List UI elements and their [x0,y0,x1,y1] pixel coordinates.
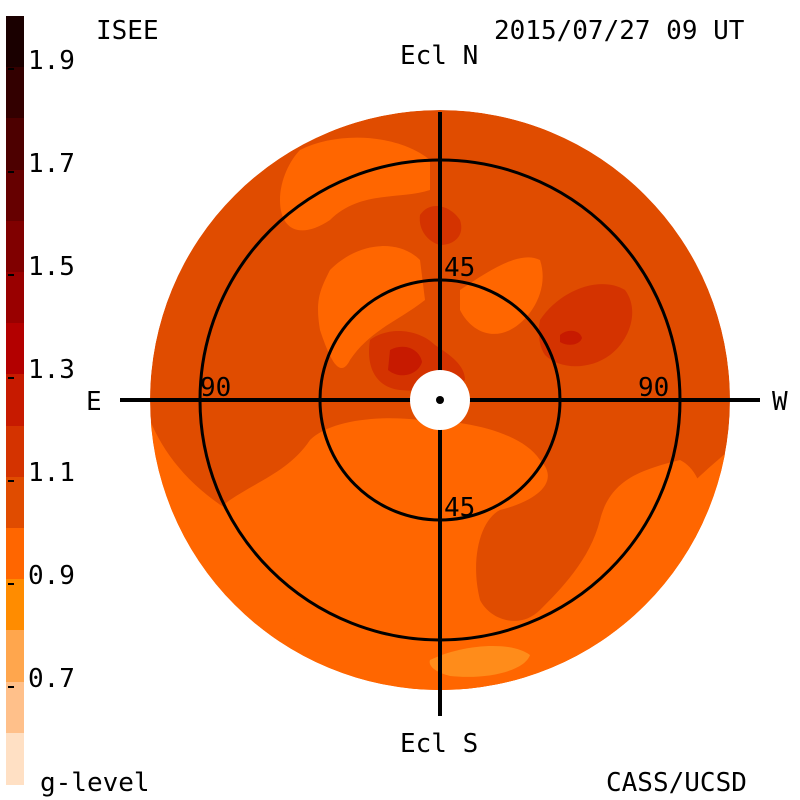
colorbar-tick [8,377,14,379]
map-disk [150,110,730,690]
colorbar-tick-label: 1.3 [28,355,75,385]
colorbar-segment [6,579,24,632]
label-45-top: 45 [444,253,475,283]
colorbar-tick [8,686,14,688]
sun-center-dot [436,396,444,404]
colorbar [6,16,24,785]
region-darker [560,330,582,345]
label-ecl-s: Ecl S [400,729,478,759]
label-90-left: 90 [200,373,231,403]
region-light [215,418,704,690]
colorbar-segment [6,118,24,171]
unit-label: g-level [40,768,150,798]
colorbar-tick-label: 0.7 [28,664,75,694]
colorbar-segment [6,323,24,376]
timestamp: 2015/07/27 09 UT [494,16,745,46]
colorbar-segment [6,425,24,478]
label-east: E [86,387,102,417]
colorbar-segment [6,630,24,683]
colorbar-tick-label: 0.9 [28,561,75,591]
colorbar-tick-label: 1.5 [28,252,75,282]
region-light [318,246,425,369]
colorbar-segment [6,272,24,325]
colorbar-tick [8,583,14,585]
colorbar-tick [8,274,14,276]
colorbar-segment [6,374,24,427]
colorbar-segment [6,67,24,120]
label-90-right: 90 [638,373,669,403]
colorbar-tick [8,171,14,173]
region-light [280,137,430,231]
colorbar-tick-label: 1.9 [28,46,75,76]
colorbar-segment [6,220,24,273]
colorbar-segment [6,681,24,734]
colorbar-tick-label: 1.7 [28,149,75,179]
colorbar-segment [6,528,24,581]
colorbar-tick [8,68,14,70]
region-lighter [429,645,530,677]
colorbar-segment [6,16,24,69]
region-darker [388,346,422,376]
source-label: ISEE [96,16,159,46]
region-dark [538,284,633,367]
label-ecl-n: Ecl N [400,41,478,71]
colorbar-segment [6,732,24,785]
colorbar-tick [8,480,14,482]
label-west: W [772,387,788,417]
colorbar-tick-label: 1.1 [28,458,75,488]
colorbar-segment [6,476,24,529]
colorbar-segment [6,169,24,222]
label-45-bottom: 45 [444,493,475,523]
credit-label: CASS/UCSD [606,768,747,798]
